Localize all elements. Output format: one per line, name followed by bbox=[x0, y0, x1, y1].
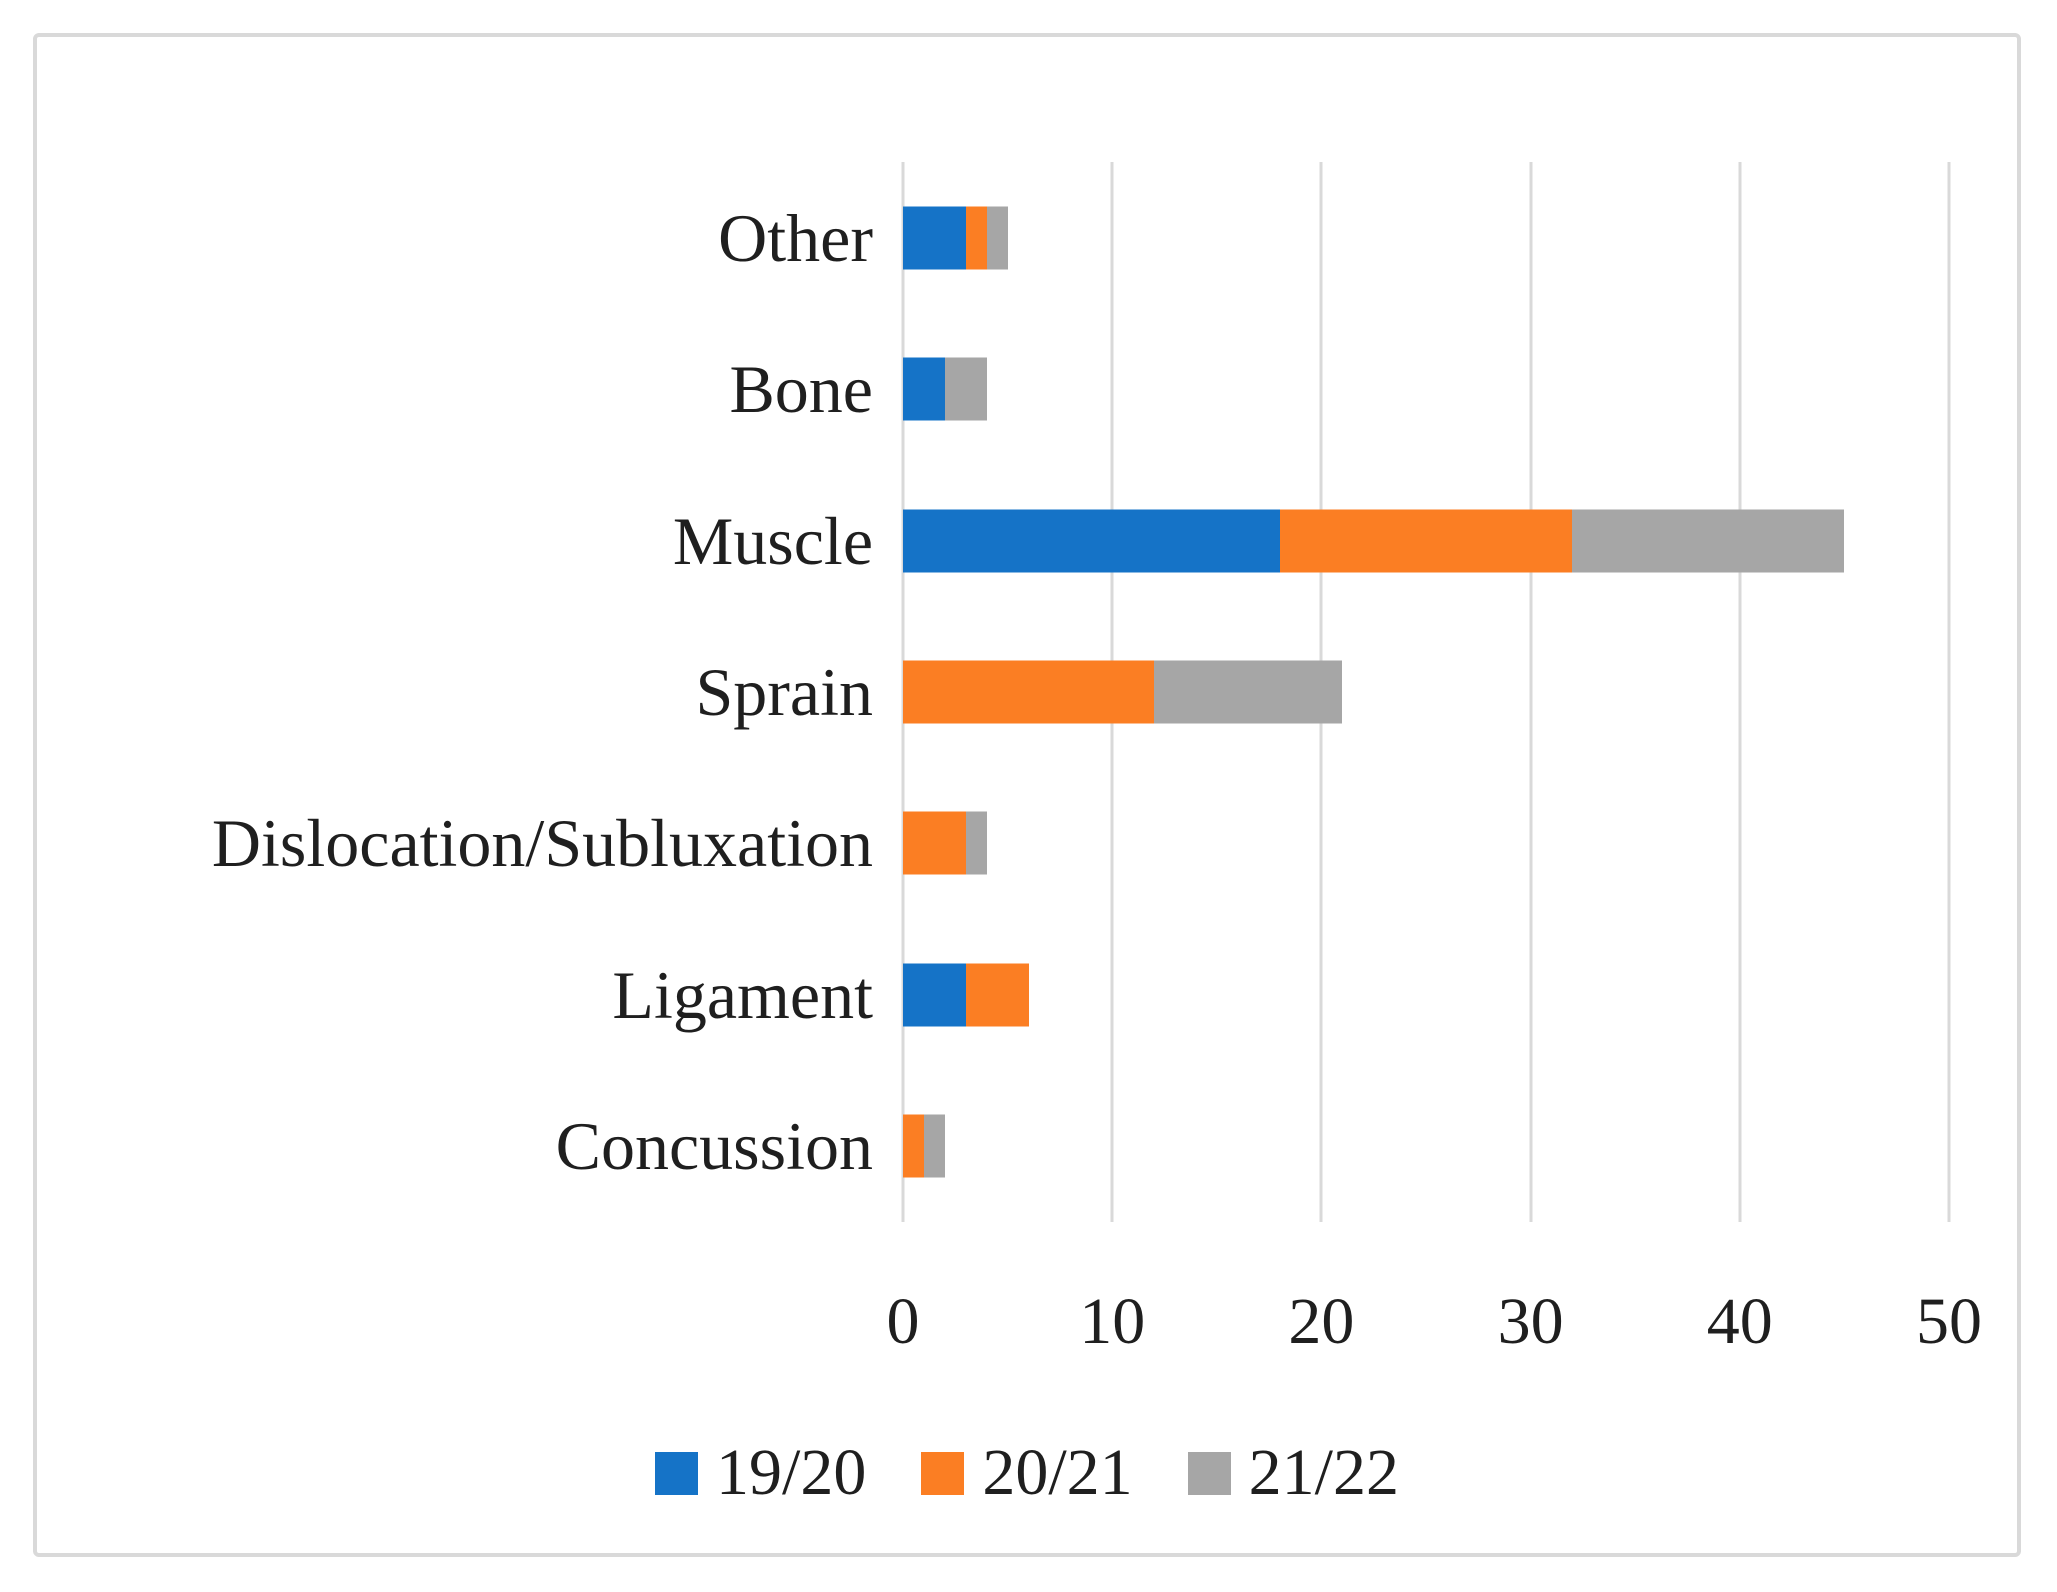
stacked-bar bbox=[903, 206, 1008, 270]
legend-swatch-icon bbox=[1187, 1451, 1231, 1495]
stacked-bar bbox=[903, 811, 987, 875]
bar-row bbox=[903, 919, 1949, 1070]
x-tick-label: 40 bbox=[1706, 1285, 1773, 1358]
legend-item: 19/20 bbox=[654, 1436, 867, 1509]
stacked-bar bbox=[903, 357, 987, 421]
stacked-bar bbox=[903, 1114, 945, 1178]
bar-segment-21-22 bbox=[965, 811, 987, 875]
bar-segment-21-22 bbox=[923, 1114, 945, 1178]
bar-segment-19-20 bbox=[903, 963, 966, 1027]
gridline bbox=[1529, 162, 1533, 1222]
category-label: Dislocation/Subluxation bbox=[211, 805, 873, 882]
bar-segment-20-21 bbox=[965, 963, 1029, 1027]
bar-segment-19-20 bbox=[903, 206, 966, 270]
bar-segment-21-22 bbox=[1154, 660, 1343, 724]
bar-segment-19-20 bbox=[903, 509, 1280, 573]
bar-segment-20-21 bbox=[965, 206, 987, 270]
bar-row bbox=[903, 162, 1949, 313]
bar-segment-21-22 bbox=[1572, 509, 1845, 573]
bar-segment-20-21 bbox=[903, 660, 1155, 724]
bar-row bbox=[903, 465, 1949, 616]
x-tick-label: 10 bbox=[1079, 1285, 1146, 1358]
category-label: Ligament bbox=[612, 956, 873, 1033]
x-tick-label: 30 bbox=[1497, 1285, 1564, 1358]
category-label: Other bbox=[718, 199, 873, 276]
legend-item: 20/21 bbox=[921, 1436, 1133, 1509]
stacked-bar bbox=[903, 509, 1845, 573]
legend-swatch-icon bbox=[921, 1451, 965, 1495]
gridline bbox=[1947, 162, 1951, 1222]
bar-row bbox=[903, 768, 1949, 919]
bar-segment-20-21 bbox=[1279, 509, 1573, 573]
value-axis: 0 10 20 30 40 50 bbox=[887, 1282, 1983, 1362]
category-label: Muscle bbox=[672, 502, 873, 579]
stacked-bar bbox=[903, 660, 1343, 724]
legend-item: 21/22 bbox=[1187, 1436, 1400, 1509]
bar-segment-21-22 bbox=[944, 357, 987, 421]
category-label: Concussion bbox=[555, 1108, 873, 1185]
category-label: Bone bbox=[729, 351, 873, 428]
bar-segment-20-21 bbox=[903, 1114, 924, 1178]
gridline bbox=[1738, 162, 1742, 1222]
bar-segment-19-20 bbox=[903, 357, 945, 421]
x-tick-label: 0 bbox=[886, 1285, 920, 1358]
legend-label: 19/20 bbox=[715, 1436, 867, 1509]
bar-row bbox=[903, 616, 1949, 767]
bar-row bbox=[903, 1071, 1949, 1222]
category-label: Sprain bbox=[695, 653, 873, 730]
figure-border: Other Bone Muscle Sprain Dislocation/Subluxa… bbox=[33, 33, 2021, 1557]
bar-segment-20-21 bbox=[903, 811, 966, 875]
plot-area bbox=[901, 162, 1951, 1222]
bar-segment-21-22 bbox=[986, 206, 1008, 270]
x-tick-label: 50 bbox=[1916, 1285, 1982, 1358]
legend-swatch-icon bbox=[654, 1451, 698, 1495]
bar-row bbox=[903, 313, 1949, 464]
stacked-bar bbox=[903, 963, 1029, 1027]
x-tick-label: 20 bbox=[1288, 1285, 1355, 1358]
legend: 19/20 20/21 21/22 bbox=[37, 1435, 2017, 1511]
legend-label: 20/21 bbox=[982, 1436, 1133, 1509]
category-axis: Other Bone Muscle Sprain Dislocation/Subluxa… bbox=[77, 162, 873, 1222]
legend-label: 21/22 bbox=[1248, 1436, 1400, 1509]
